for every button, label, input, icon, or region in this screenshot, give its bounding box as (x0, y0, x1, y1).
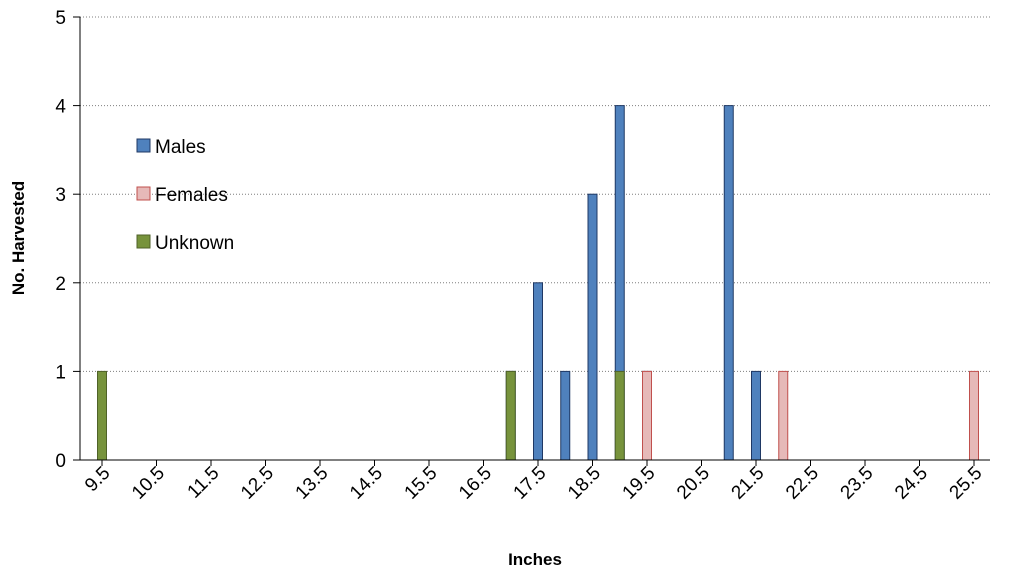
y-tick-label: 2 (55, 274, 66, 295)
bar-unknown (614, 370, 625, 461)
bar-males (587, 193, 598, 461)
x-axis-title: Inches (508, 550, 562, 569)
bar-unknown (505, 370, 516, 461)
bar-females (969, 370, 979, 461)
x-tick-label: 15.5 (401, 463, 442, 504)
bar-males (751, 370, 761, 461)
y-tick-label: 4 (55, 97, 66, 118)
legend-label-males: Males (155, 137, 206, 158)
y-tick-label: 0 (55, 451, 66, 472)
x-ticks: 9.5 10.5 11.5 12.5 13.5 14.5 15.5 16.5 17.5 18.5 1… (81, 460, 987, 504)
x-tick-label: 21.5 (728, 463, 769, 504)
x-tick-label: 10.5 (128, 463, 169, 504)
bar-females (642, 370, 652, 461)
bar-males (560, 370, 571, 461)
x-tick-label: 22.5 (782, 463, 823, 504)
x-tick-label: 19.5 (619, 463, 660, 504)
x-tick-label: 23.5 (837, 463, 878, 504)
axes (79, 17, 990, 461)
x-tick-label: 13.5 (292, 463, 333, 504)
x-tick-label: 24.5 (891, 463, 932, 504)
y-tick-label: 3 (55, 185, 66, 206)
x-tick-label: 11.5 (184, 463, 224, 503)
y-tick-label: 1 (55, 362, 66, 383)
bars (97, 105, 979, 461)
bar-males (723, 105, 734, 461)
legend-swatch-unknown (136, 234, 151, 249)
x-tick-label: 17.5 (510, 463, 551, 504)
legend-label-unknown: Unknown (155, 233, 234, 254)
x-tick-label: 12.5 (237, 463, 278, 504)
x-tick-label: 16.5 (455, 463, 496, 504)
x-tick-label: 25.5 (946, 463, 987, 504)
legend-label-females: Females (155, 185, 228, 206)
y-tick-label: 5 (55, 8, 66, 29)
y-ticks: 0 1 2 3 4 5 (55, 8, 80, 472)
legend: Males Females Unknown (136, 137, 234, 254)
bar-males (533, 282, 543, 461)
bar-unknown (97, 370, 107, 461)
legend-swatch-males (136, 138, 151, 153)
bar-females (778, 370, 789, 461)
x-tick-label: 20.5 (673, 463, 714, 504)
y-axis-title: No. Harvested (9, 181, 28, 295)
x-tick-label: 18.5 (564, 463, 605, 504)
legend-swatch-females (136, 186, 151, 201)
x-tick-label: 9.5 (81, 463, 115, 497)
x-tick-label: 14.5 (346, 463, 387, 504)
